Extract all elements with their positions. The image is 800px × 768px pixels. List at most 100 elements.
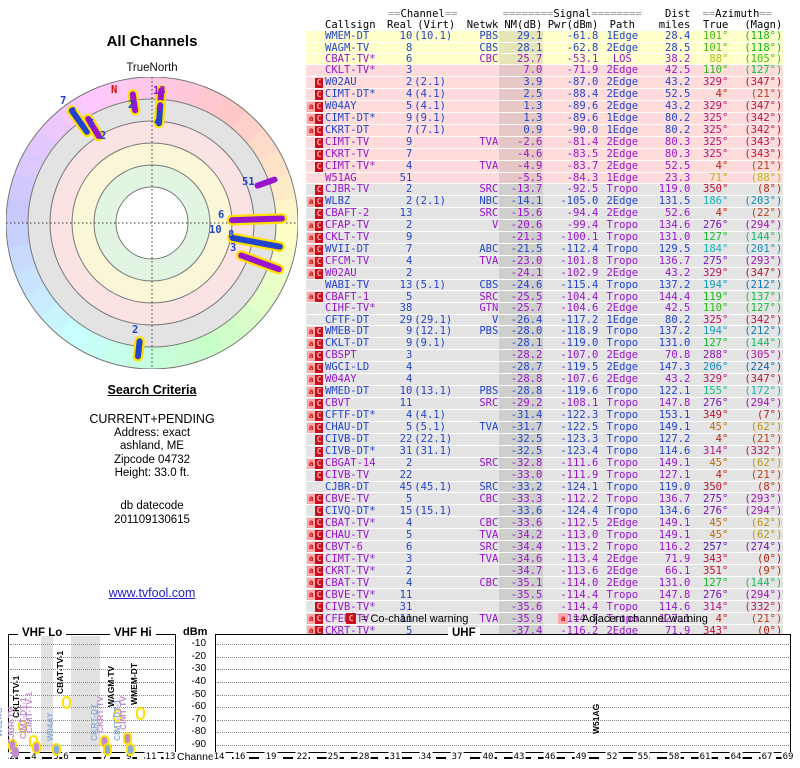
svg-text:N: N (111, 84, 117, 96)
magnetic-azimuth-cell: (294°) (729, 219, 784, 232)
magnetic-azimuth-cell: (21°) (729, 433, 784, 446)
true-azimuth-cell: 4° (691, 88, 730, 101)
path-cell: Tropo (599, 612, 646, 626)
true-azimuth-cell: 349° (691, 409, 730, 422)
vhf-hi-label: VHF Hi (110, 627, 156, 639)
adjacent-channel-flag: a (307, 374, 315, 385)
magnetic-azimuth-cell: (7°) (729, 409, 784, 422)
svg-text:9: 9 (70, 106, 76, 118)
virtual-channel-cell: (4.1) (413, 88, 460, 101)
co-channel-flag: C (315, 338, 323, 349)
magnetic-azimuth-cell: (347°) (729, 373, 784, 386)
noise-margin-cell: -35.5 (499, 588, 544, 602)
table-row: C CIVB-TV* 31 -35.6 -114.4 Tropo 114.6 314° (332… (306, 600, 784, 614)
virtual-channel-cell (413, 588, 460, 602)
virtual-channel-cell (413, 564, 460, 578)
column-header: Netwk (466, 19, 499, 32)
uhf-channel-tick: 58 (667, 752, 681, 762)
co-channel-flag: C (315, 374, 323, 385)
table-row: C CIMT-TV* 4 TVA -4.9 -83.7 2Edge 52.5 4° (21°) (306, 160, 784, 173)
magnetic-azimuth-cell: (22°) (729, 207, 784, 220)
magnetic-azimuth-cell: (144°) (729, 337, 784, 350)
power-cell: -71.9 (543, 64, 600, 77)
co-channel-flag: C (315, 350, 323, 361)
co-channel-flag: C (315, 184, 323, 195)
real-channel-cell: 9 (386, 337, 414, 350)
vhf-channel-tick: 11 (144, 752, 158, 762)
noise-margin-cell: -28.1 (499, 337, 544, 350)
virtual-channel-cell (413, 457, 460, 470)
real-channel-cell: 5 (386, 528, 414, 542)
real-channel-cell: 5 (386, 290, 414, 304)
virtual-channel-cell: (12.1) (413, 325, 460, 338)
dbm-tick-label: -90 (191, 739, 206, 751)
spectrum-bar (599, 737, 606, 748)
network-cell: SRC (459, 290, 500, 304)
power-cell: -123.4 (543, 445, 600, 458)
network-cell: TVA (459, 421, 500, 434)
dbm-tick-label: -10 (191, 638, 206, 650)
noise-margin-cell: -31.4 (499, 409, 544, 422)
callsign-cell: W51AG (324, 172, 386, 184)
distance-cell: 131.0 (645, 576, 692, 590)
power-cell: -113.2 (543, 540, 600, 554)
path-cell: Tropo (599, 325, 646, 338)
co-channel-flag: C (315, 89, 323, 100)
co-channel-flag: C (315, 410, 323, 421)
distance-cell: 127.1 (645, 612, 692, 626)
real-channel-cell: 2 (386, 267, 414, 280)
magnetic-azimuth-cell: (274°) (729, 540, 784, 554)
co-channel-flag: C (315, 422, 323, 433)
column-header: NM(dB) (504, 19, 543, 32)
noise-margin-cell: -35.9 (499, 612, 544, 626)
real-channel-cell: 31 (386, 600, 414, 614)
column-header: True (703, 19, 729, 32)
search-criteria-line: Zipcode 04732 (113, 453, 191, 466)
noise-margin-cell: -34.4 (499, 540, 544, 554)
path-cell: Tropo (599, 433, 646, 446)
spectrum-bar (135, 707, 145, 721)
power-cell: -111.9 (543, 469, 600, 482)
virtual-channel-cell (413, 255, 460, 268)
noise-margin-cell: -35.6 (499, 600, 544, 614)
virtual-channel-cell: (29.1) (413, 314, 460, 326)
path-cell: Tropo (599, 385, 646, 398)
co-channel-flag: C (315, 566, 323, 577)
callsign-cell: WABI-TV (324, 279, 386, 292)
search-criteria: Search Criteria CURRENT+PENDING Address: … (28, 383, 276, 481)
table-row: a C CBGAT-14 2 SRC -32.8 -111.6 Tropo 149.1 45° (6… (306, 457, 784, 470)
true-azimuth-cell: 329° (691, 373, 730, 386)
true-azimuth-cell: 351° (691, 564, 730, 578)
virtual-channel-cell (413, 552, 460, 566)
co-channel-flag: C (315, 614, 323, 625)
warning-flags (306, 302, 324, 315)
vhf-channel-tick: 9 (125, 752, 133, 762)
spectrum-bar-label: CKRT-DT (89, 703, 99, 742)
path-cell: 2Edge (599, 42, 646, 55)
distance-cell: 52.5 (645, 88, 692, 101)
power-cell: -87.0 (543, 76, 600, 89)
true-azimuth-cell: 101° (691, 31, 730, 43)
network-cell: V (459, 219, 500, 232)
noise-margin-cell: 25.7 (499, 53, 544, 66)
tvfool-link[interactable]: www.tvfool.com (108, 586, 196, 600)
virtual-channel-cell: (10.1) (413, 31, 460, 43)
table-row: a C CKRT-DT 7 (7.1) 0.9 -90.0 1Edge 80.2 325° (342… (306, 124, 784, 137)
distance-cell: 131.0 (645, 337, 692, 350)
real-channel-cell: 7 (386, 148, 414, 161)
callsign-cell: WMEB-DT (324, 325, 386, 338)
db-datecode-label: db datecode (120, 500, 184, 512)
table-row: a C CBVT-6 6 SRC -34.4 -113.2 Tropo 116.2 257° (27… (306, 540, 784, 554)
network-cell (459, 337, 500, 350)
magnetic-azimuth-cell: (8°) (729, 183, 784, 196)
noise-margin-cell: -28.2 (499, 349, 544, 362)
co-channel-flag: C (315, 458, 323, 469)
real-channel-cell: 7 (386, 124, 414, 137)
warning-flags (306, 42, 324, 55)
real-channel-cell: 4 (386, 576, 414, 590)
table-row: C CIVB-DT* 31 (31.1) -32.5 -123.4 Tropo 114.6 31… (306, 445, 784, 458)
power-cell: -114.4 (543, 600, 600, 614)
noise-margin-cell: -29.2 (499, 397, 544, 410)
